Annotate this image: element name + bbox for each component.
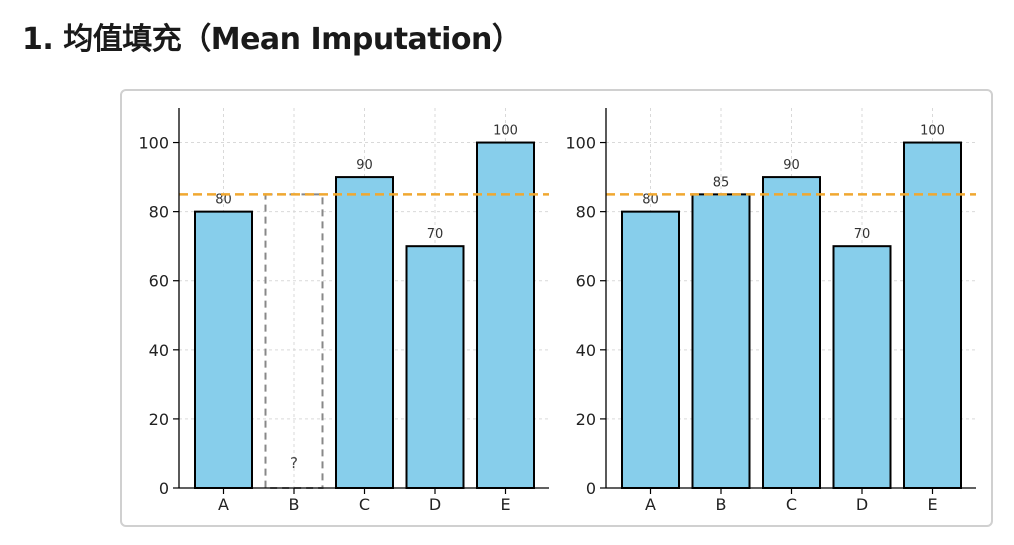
bar-c [762, 176, 821, 489]
bar-d [405, 245, 465, 489]
x-tick-label: C [786, 495, 797, 514]
bar-value-label: 70 [427, 227, 444, 242]
y-tick-label: 40 [576, 341, 596, 360]
bar-a [194, 210, 253, 490]
y-tick-label: 20 [149, 410, 169, 429]
bar-value-label: 70 [854, 227, 871, 242]
missing-value-label: ? [290, 454, 298, 472]
y-tick-label: 80 [149, 203, 169, 222]
x-tick-label: A [645, 495, 656, 514]
x-tick-label: C [359, 495, 370, 514]
bar-value-label: 90 [783, 158, 800, 173]
y-tick-label: 20 [576, 410, 596, 429]
y-tick-label: 0 [586, 479, 596, 498]
bar-value-label: 100 [920, 124, 945, 139]
bar-e [476, 141, 535, 490]
y-tick-label: 100 [565, 134, 596, 153]
chart-right-after-imputation: 80 85 90 70 100 0 20 40 60 80 100 A B C D E [565, 108, 976, 514]
bar-value-label: 80 [215, 193, 232, 208]
bar-value-label: 100 [493, 124, 518, 139]
x-tick-label: E [500, 495, 510, 514]
missing-bar [264, 193, 324, 489]
x-tick-label: B [716, 495, 727, 514]
bar-e [903, 141, 962, 490]
x-tick-label: D [429, 495, 441, 514]
bar-c [335, 176, 394, 489]
y-tick-label: 100 [138, 134, 169, 153]
chart-left-before-imputation: 80? 90 70 100 0 20 40 60 80 100 A B C D E [138, 108, 549, 514]
bar-value-label: 85 [713, 175, 730, 190]
y-tick-label: 60 [576, 272, 596, 291]
bar-d [832, 245, 892, 489]
bar-value-label: 90 [356, 158, 373, 173]
x-tick-label: E [927, 495, 937, 514]
bar-a [621, 210, 680, 490]
page-title: 1. 均值填充（Mean Imputation） [22, 22, 522, 57]
y-tick-label: 60 [149, 272, 169, 291]
y-tick-label: 0 [159, 479, 169, 498]
y-tick-label: 80 [576, 203, 596, 222]
bar-b [691, 193, 751, 489]
bar-value-label: 80 [642, 193, 659, 208]
x-tick-label: D [856, 495, 868, 514]
y-tick-label: 40 [149, 341, 169, 360]
x-tick-label: A [218, 495, 229, 514]
x-tick-label: B [289, 495, 300, 514]
